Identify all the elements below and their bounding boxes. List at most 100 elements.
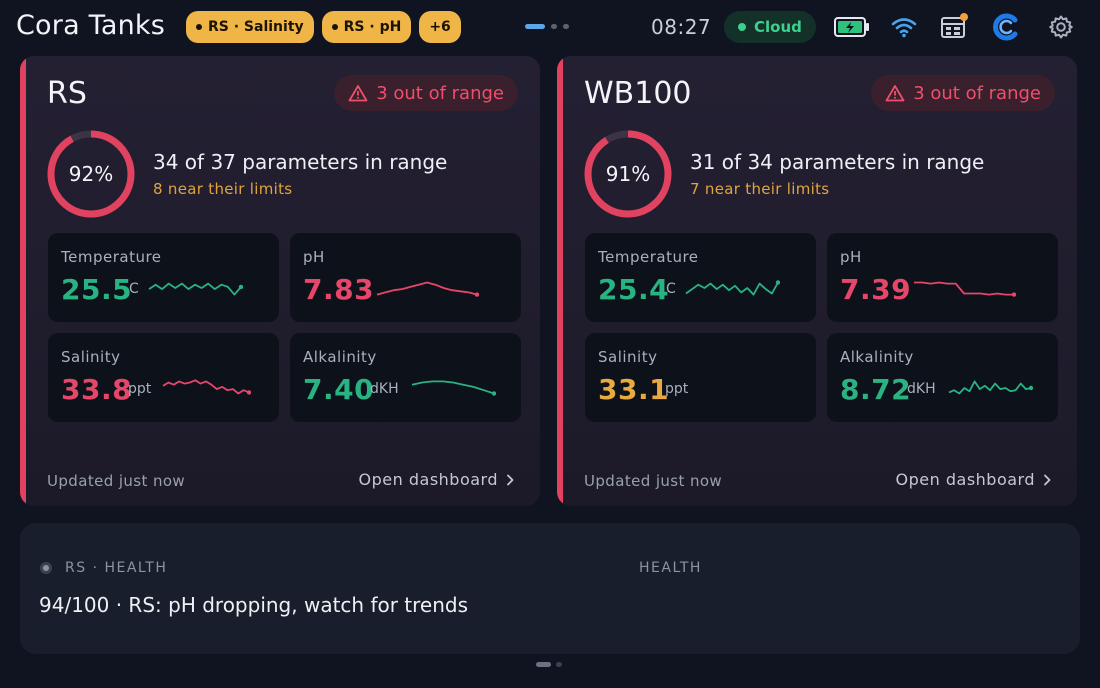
parameter-label: Temperature bbox=[598, 248, 699, 266]
sparkline-endpoint bbox=[491, 391, 496, 396]
tank-card[interactable]: RS 3 out of range 92% 34 of 37 parameter… bbox=[20, 56, 540, 506]
health-category: HEALTH bbox=[639, 560, 702, 576]
sparkline-path bbox=[411, 380, 495, 395]
parameter-label: pH bbox=[840, 248, 862, 266]
sparkline-path bbox=[376, 281, 478, 296]
sparkline-endpoint bbox=[775, 280, 780, 285]
parameter-tile[interactable]: Temperature 25.5 C bbox=[48, 233, 279, 322]
alert-label: 3 out of range bbox=[376, 82, 504, 104]
open-dashboard-link[interactable]: Open dashboard bbox=[896, 470, 1051, 489]
chip-dot-icon bbox=[196, 24, 202, 30]
health-status-dot-icon bbox=[40, 562, 52, 574]
health-source: RS · HEALTH bbox=[65, 560, 168, 576]
chevron-right-icon bbox=[507, 474, 514, 485]
alert-stripe bbox=[20, 56, 26, 506]
settings-gear-icon[interactable] bbox=[1043, 11, 1079, 43]
alert-label: 3 out of range bbox=[913, 82, 1041, 104]
parameter-value: 8.72 bbox=[840, 373, 912, 406]
tank-name: WB100 bbox=[584, 76, 692, 111]
chip-label: RS · Salinity bbox=[208, 19, 304, 35]
parameter-label: Temperature bbox=[61, 248, 162, 266]
sparkline-path bbox=[914, 281, 1014, 296]
parameter-tile[interactable]: Alkalinity 7.40 dKH bbox=[290, 333, 521, 422]
in-range-percent: 91% bbox=[605, 162, 651, 186]
page-dot-active[interactable] bbox=[525, 24, 545, 29]
open-dashboard-link[interactable]: Open dashboard bbox=[359, 470, 514, 489]
health-banner[interactable]: RS · HEALTH HEALTH 94/100 · RS: pH dropp… bbox=[20, 523, 1080, 654]
cloud-label: Cloud bbox=[754, 18, 802, 36]
wifi-icon[interactable] bbox=[886, 11, 922, 43]
sparkline-path bbox=[685, 282, 779, 296]
brand-logo-icon[interactable] bbox=[988, 11, 1024, 43]
range-summary: 34 of 37 parameters in range bbox=[153, 150, 448, 174]
tank-card[interactable]: WB100 3 out of range 91% 31 of 34 parame… bbox=[557, 56, 1077, 506]
chip-label: +6 bbox=[429, 19, 451, 35]
top-bar: Cora Tanks RS · Salinity RS · pH +6 08:2… bbox=[0, 0, 1100, 54]
parameter-label: Salinity bbox=[598, 348, 658, 366]
trend-sparkline bbox=[148, 282, 243, 296]
open-dashboard-label: Open dashboard bbox=[895, 470, 1035, 489]
page-dot[interactable] bbox=[551, 24, 557, 29]
sparkline-path bbox=[148, 282, 242, 296]
parameter-unit: C bbox=[666, 281, 676, 297]
page-dot-active[interactable] bbox=[536, 662, 551, 667]
in-range-percent: 92% bbox=[68, 162, 114, 186]
parameter-value: 7.40 bbox=[303, 373, 375, 406]
clock: 08:27 bbox=[651, 15, 712, 39]
parameter-value: 7.83 bbox=[303, 273, 375, 306]
alert-chip[interactable]: RS · pH bbox=[321, 11, 412, 43]
range-summary: 31 of 34 parameters in range bbox=[690, 150, 985, 174]
parameter-value: 33.1 bbox=[598, 373, 670, 406]
parameter-tile[interactable]: Temperature 25.4 C bbox=[585, 233, 816, 322]
parameter-tile[interactable]: Salinity 33.1 ppt bbox=[585, 333, 816, 422]
sparkline-endpoint bbox=[474, 292, 479, 297]
parameter-value: 33.8 bbox=[61, 373, 133, 406]
sparkline-endpoint bbox=[1011, 292, 1016, 297]
parameter-tile[interactable]: pH 7.83 bbox=[290, 233, 521, 322]
parameter-value: 7.39 bbox=[840, 273, 912, 306]
more-alerts-chip[interactable]: +6 bbox=[419, 11, 461, 43]
tank-name: RS bbox=[47, 76, 87, 111]
parameter-label: pH bbox=[303, 248, 325, 266]
page-indicator bbox=[525, 24, 569, 29]
sparkline-endpoint bbox=[246, 390, 251, 395]
trend-sparkline bbox=[376, 281, 479, 297]
parameter-label: Salinity bbox=[61, 348, 121, 366]
parameter-tile[interactable]: pH 7.39 bbox=[827, 233, 1058, 322]
sparkline-path bbox=[948, 380, 1032, 395]
out-of-range-badge[interactable]: 3 out of range bbox=[871, 75, 1055, 111]
parameter-label: Alkalinity bbox=[303, 348, 377, 366]
open-dashboard-label: Open dashboard bbox=[358, 470, 498, 489]
health-message: 94/100 · RS: pH dropping, watch for tren… bbox=[39, 593, 469, 617]
parameter-value: 25.4 bbox=[598, 273, 670, 306]
page-dot[interactable] bbox=[556, 662, 562, 667]
warning-icon bbox=[348, 85, 368, 102]
chevron-right-icon bbox=[1044, 474, 1051, 485]
trend-sparkline bbox=[411, 380, 496, 396]
trend-sparkline bbox=[914, 281, 1016, 297]
banner-page-indicator bbox=[536, 662, 562, 667]
sparkline-endpoint bbox=[238, 284, 243, 290]
app-title: Cora Tanks bbox=[16, 10, 165, 41]
trend-sparkline bbox=[948, 380, 1033, 395]
parameter-label: Alkalinity bbox=[840, 348, 914, 366]
alert-chip[interactable]: RS · Salinity bbox=[186, 11, 314, 43]
battery-charging-icon bbox=[834, 11, 870, 43]
parameter-unit: ppt bbox=[128, 381, 152, 397]
out-of-range-badge[interactable]: 3 out of range bbox=[334, 75, 518, 111]
calendar-notification-icon[interactable] bbox=[935, 11, 971, 43]
sparkline-endpoint bbox=[1028, 385, 1033, 391]
updated-label: Updated just now bbox=[584, 472, 723, 490]
alert-chips: RS · Salinity RS · pH +6 bbox=[186, 11, 461, 43]
near-limits: 7 near their limits bbox=[690, 180, 830, 198]
page-dot[interactable] bbox=[563, 24, 569, 29]
sparkline-path bbox=[162, 379, 250, 395]
parameter-unit: dKH bbox=[907, 381, 936, 397]
warning-icon bbox=[885, 85, 905, 102]
parameter-unit: C bbox=[129, 281, 139, 297]
parameter-tile[interactable]: Alkalinity 8.72 dKH bbox=[827, 333, 1058, 422]
parameter-tile[interactable]: Salinity 33.8 ppt bbox=[48, 333, 279, 422]
trend-sparkline bbox=[162, 379, 251, 395]
trend-sparkline bbox=[685, 280, 780, 296]
cloud-status-pill[interactable]: Cloud bbox=[724, 11, 816, 43]
